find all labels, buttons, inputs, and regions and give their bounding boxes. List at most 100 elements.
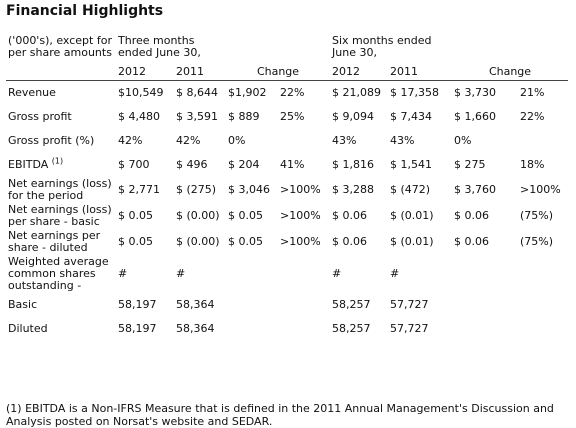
cell-value: $ 3,288 [332, 183, 374, 196]
cell-value: >100% [520, 183, 561, 196]
cell-value: 41% [280, 158, 305, 171]
cell-value: 58,364 [176, 322, 215, 335]
cell: $ 0.05 [116, 229, 174, 255]
cell-value: (75%) [520, 209, 554, 222]
cell: $ 889 [226, 105, 278, 129]
cell-value: $10,549 [118, 86, 164, 99]
table-body: ('000's), except for per share amounts Th… [6, 34, 568, 341]
cell [226, 293, 278, 317]
cell: 58,364 [174, 317, 226, 341]
cell [278, 317, 330, 341]
cell: >100% [278, 229, 330, 255]
cell: $ 2,771 [116, 177, 174, 203]
row-label: Weighted average common shares outstandi… [6, 255, 116, 293]
cell-value: # [176, 267, 186, 280]
table-row: Revenue $10,549 $ 8,644 $1,902 22% $ 21,089 $ … [6, 81, 568, 106]
cell: $ 496 [174, 153, 226, 177]
cell-value: $ 3,591 [176, 110, 218, 123]
header-row: ('000's), except for per share amounts Th… [6, 34, 568, 60]
row-label: Net earnings (loss) per share - basic [6, 203, 116, 229]
footnote: (1) EBITDA is a Non-IFRS Measure that is… [6, 402, 554, 428]
footnote-ref: (1) [51, 156, 64, 166]
cell-value: $ 9,094 [332, 110, 374, 123]
cell [452, 317, 518, 341]
cell-value: 57,727 [390, 298, 429, 311]
cell-value: $ 496 [176, 158, 208, 171]
cell: $ (0.01) [388, 203, 452, 229]
cell: 42% [116, 129, 174, 153]
cell-value: $ 0.06 [332, 209, 367, 222]
cell: 21% [518, 81, 568, 106]
cell: >100% [278, 203, 330, 229]
cell: $ (0.00) [174, 229, 226, 255]
cell: $ 0.05 [116, 203, 174, 229]
cell-value: 21% [520, 86, 545, 99]
cell-value: $ 2,771 [118, 183, 160, 196]
cell: 18% [518, 153, 568, 177]
cell-value: $ 1,541 [390, 158, 432, 171]
table-row: Net earnings (loss) for the period $ 2,77… [6, 177, 568, 203]
cell: 58,364 [174, 293, 226, 317]
cell-value: 42% [176, 134, 201, 147]
cell: 57,727 [388, 317, 452, 341]
cell: $ 0.06 [452, 203, 518, 229]
cell: $ 0.05 [226, 203, 278, 229]
cell-value: $ 0.06 [332, 235, 367, 248]
cell [278, 293, 330, 317]
cell [278, 129, 330, 153]
column-header: 2011 [388, 60, 452, 81]
cell-value: 58,257 [332, 322, 371, 335]
cell: $ (0.01) [388, 229, 452, 255]
cell-value: $ (0.00) [176, 209, 220, 222]
cell: 0% [452, 129, 518, 153]
column-header: Change [452, 60, 568, 81]
cell: 58,257 [330, 317, 388, 341]
cell-value: 22% [520, 110, 545, 123]
cell: $ 0.06 [452, 229, 518, 255]
table-row: Net earnings per share - diluted $ 0.05 $ … [6, 229, 568, 255]
cell: $ 1,660 [452, 105, 518, 129]
cell: $ 4,480 [116, 105, 174, 129]
cell: $ 204 [226, 153, 278, 177]
cell [278, 255, 330, 293]
cell-value: $ 8,644 [176, 86, 218, 99]
cell-value: 43% [390, 134, 415, 147]
cell: 22% [278, 81, 330, 106]
cell: $10,549 [116, 81, 174, 106]
cell-value: $ 0.05 [118, 209, 153, 222]
cell-value: 0% [228, 134, 246, 147]
cell-value: 25% [280, 110, 305, 123]
cell: $ 3,730 [452, 81, 518, 106]
row-label: Basic [6, 293, 116, 317]
cell: 42% [174, 129, 226, 153]
cell-value: $ (275) [176, 183, 217, 196]
cell: (75%) [518, 229, 568, 255]
cell: $ 0.05 [226, 229, 278, 255]
cell-value: 57,727 [390, 322, 429, 335]
cell: # [174, 255, 226, 293]
cell-value: $ 7,434 [390, 110, 432, 123]
row-label-text: Gross profit [8, 110, 72, 123]
row-label-text: EBITDA [8, 158, 49, 171]
cell: $1,902 [226, 81, 278, 106]
cell-value: $ 17,358 [390, 86, 439, 99]
cell-value: 42% [118, 134, 143, 147]
cell-value: $ 4,480 [118, 110, 160, 123]
cell-value: $ 0.05 [228, 209, 263, 222]
cell: >100% [278, 177, 330, 203]
table-row: Basic 58,197 58,364 58,257 57,727 [6, 293, 568, 317]
cell-value: 58,257 [332, 298, 371, 311]
cell: $ 1,816 [330, 153, 388, 177]
cell [226, 317, 278, 341]
cell: 0% [226, 129, 278, 153]
cell-value: 58,197 [118, 298, 157, 311]
cell-value: 22% [280, 86, 305, 99]
cell-value: 58,197 [118, 322, 157, 335]
row-label-text: Net earnings (loss) for the period [8, 177, 112, 202]
cell: (75%) [518, 203, 568, 229]
cell: $ 3,288 [330, 177, 388, 203]
cell: # [116, 255, 174, 293]
row-label-text: Net earnings (loss) per share - basic [8, 203, 112, 228]
cell: $ 1,541 [388, 153, 452, 177]
